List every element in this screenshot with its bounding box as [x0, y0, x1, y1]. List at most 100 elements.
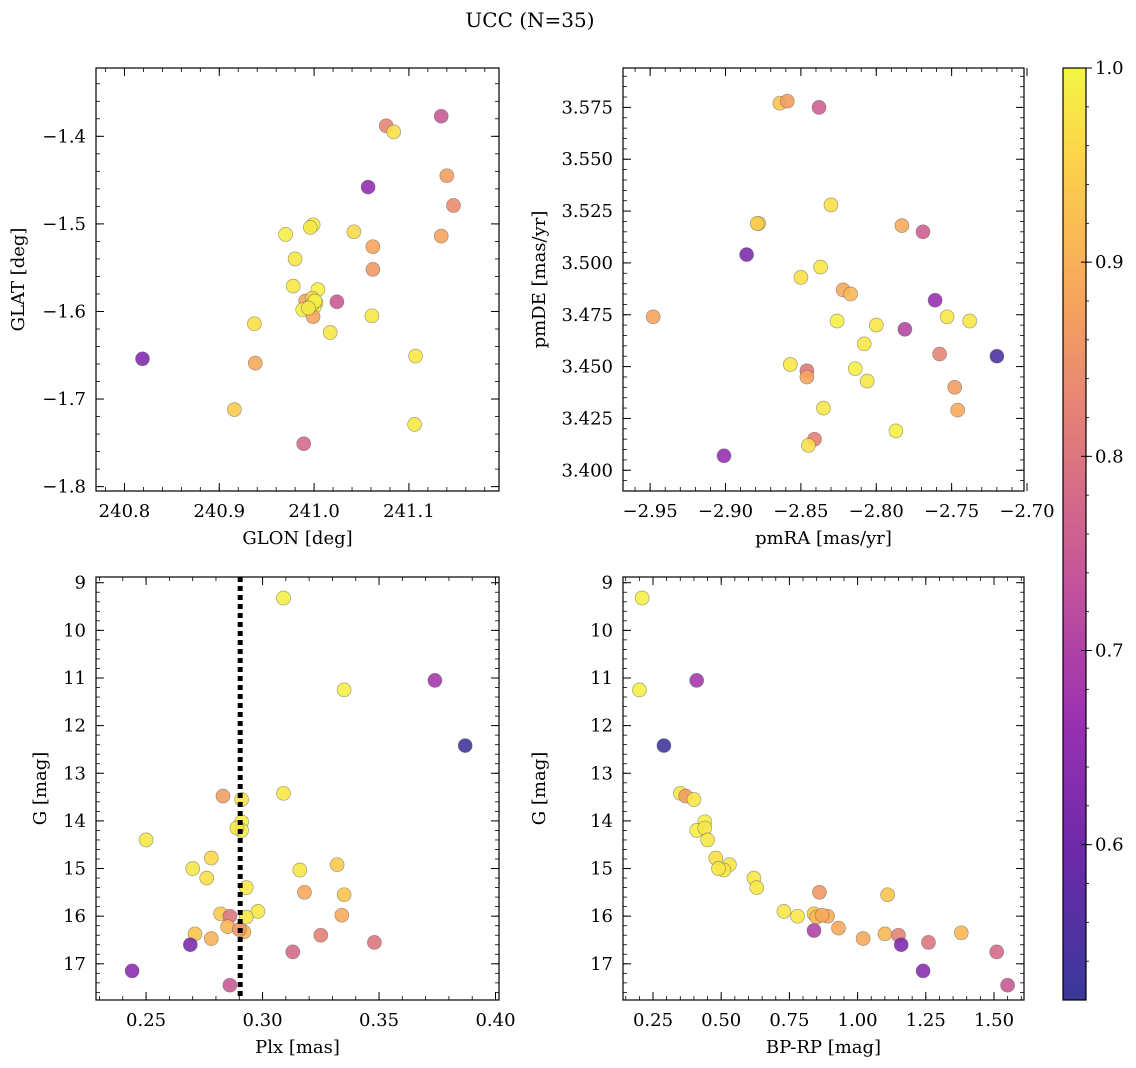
data-point	[185, 861, 201, 876]
x-tick-label: 0.75	[769, 1010, 809, 1031]
y-tick-label: −1.8	[42, 477, 86, 498]
x-tick-label: −2.70	[999, 501, 1054, 522]
data-point	[831, 920, 846, 936]
data-point	[439, 168, 455, 184]
colorbar-tick-label: 0.9	[1095, 252, 1124, 273]
data-point	[278, 227, 293, 242]
colorbar-tick-label: 0.7	[1095, 641, 1124, 662]
data-point	[856, 336, 872, 352]
figure-title: UCC (N=35)	[465, 8, 594, 32]
data-point	[962, 313, 978, 329]
x-tick-label: 240.9	[194, 501, 246, 522]
data-point	[801, 438, 816, 453]
data-point	[407, 417, 422, 432]
axes-frame	[622, 67, 1025, 492]
data-point	[433, 228, 449, 244]
y-tick-label: 3.450	[561, 357, 613, 378]
x-tick-label: 0.40	[475, 1010, 515, 1031]
data-point	[868, 317, 884, 333]
data-point	[301, 300, 316, 316]
data-point	[203, 850, 219, 866]
data-point	[446, 198, 461, 213]
data-point	[138, 832, 154, 848]
scatter-points	[632, 590, 1015, 993]
axes-frame	[622, 576, 1025, 1001]
y-tick-label: 11	[590, 668, 613, 689]
x-axis-label: GLON [deg]	[242, 528, 352, 549]
scatter-panel-2: −2.95 −2.90 −2.85 −2.80 −2.75 −2.70 3.400 3.425…	[529, 67, 1055, 549]
data-point	[276, 590, 291, 606]
data-point	[989, 944, 1005, 960]
y-axis-label: GLAT [deg]	[8, 228, 29, 332]
scatter-points	[135, 108, 461, 452]
data-point	[135, 351, 150, 367]
data-point	[182, 937, 198, 953]
data-point	[296, 436, 312, 452]
data-point	[880, 887, 895, 903]
y-tick-label: 3.400	[561, 460, 613, 481]
x-axis-label: Plx [mas]	[255, 1037, 340, 1058]
data-point	[364, 308, 380, 324]
data-point	[334, 907, 350, 923]
data-point	[313, 927, 329, 943]
data-point	[329, 294, 345, 310]
y-tick-label: 9	[75, 573, 86, 594]
y-tick-label: −1.5	[42, 214, 86, 235]
y-tick-label: 9	[602, 573, 613, 594]
y-tick-label: −1.6	[42, 301, 86, 322]
y-tick-label: 11	[63, 668, 86, 689]
data-point	[1000, 977, 1015, 993]
y-tick-label: −1.4	[42, 126, 86, 147]
y-axis-label: pmDE [mas/yr]	[529, 211, 550, 349]
y-tick-label: 12	[590, 716, 613, 737]
y-tick-label: −1.7	[42, 389, 86, 410]
y-tick-label: 10	[590, 620, 613, 641]
data-point	[790, 908, 805, 924]
data-point	[247, 316, 262, 332]
data-point	[287, 251, 303, 267]
data-point	[877, 926, 893, 942]
data-point	[346, 224, 362, 240]
colorbar-ticks: 0.6 0.7 0.8 0.9 1.0	[1081, 58, 1124, 962]
y-tick-label: 3.425	[561, 408, 613, 429]
data-point	[776, 904, 792, 919]
x-tick-label: −2.95	[623, 501, 678, 522]
x-tick-label: 1.25	[906, 1010, 946, 1031]
data-point	[276, 785, 291, 801]
x-tick-label: 241.0	[288, 501, 340, 522]
data-point	[921, 935, 936, 950]
data-point	[686, 792, 702, 807]
data-point	[656, 738, 672, 753]
data-point	[433, 108, 449, 124]
axes-frame	[95, 67, 500, 492]
colorbar-tick-label: 0.8	[1095, 446, 1124, 467]
data-point	[285, 278, 301, 294]
scatter-points	[645, 93, 1005, 464]
x-tick-label: 0.25	[633, 1010, 673, 1031]
data-point	[336, 682, 352, 698]
data-point	[927, 292, 943, 308]
y-tick-label: 14	[590, 811, 613, 832]
data-point	[634, 590, 650, 606]
data-point	[855, 931, 871, 946]
data-point	[711, 861, 726, 876]
y-tick-label: 3.475	[561, 305, 613, 326]
data-point	[645, 309, 661, 325]
y-tick-label: 12	[63, 716, 86, 737]
data-point	[292, 862, 308, 878]
x-tick-label: −2.90	[698, 501, 753, 522]
data-point	[247, 355, 263, 371]
data-point	[716, 448, 732, 464]
data-point	[360, 179, 376, 195]
data-point	[302, 220, 318, 235]
y-tick-label: 17	[63, 954, 86, 975]
data-point	[915, 963, 931, 979]
x-tick-label: 0.25	[126, 1010, 166, 1031]
x-tick-label: 0.50	[701, 1010, 741, 1031]
data-point	[811, 100, 827, 115]
x-axis-label: BP-RP [mag]	[766, 1037, 881, 1058]
colorbar-gradient	[1062, 67, 1087, 1001]
scatter-panel-4: 0.25 0.50 0.75 1.00 1.25 1.50 9 10 11 12 13 14 15 16 1…	[529, 573, 1025, 1058]
data-point	[843, 286, 858, 302]
data-point	[227, 402, 242, 417]
